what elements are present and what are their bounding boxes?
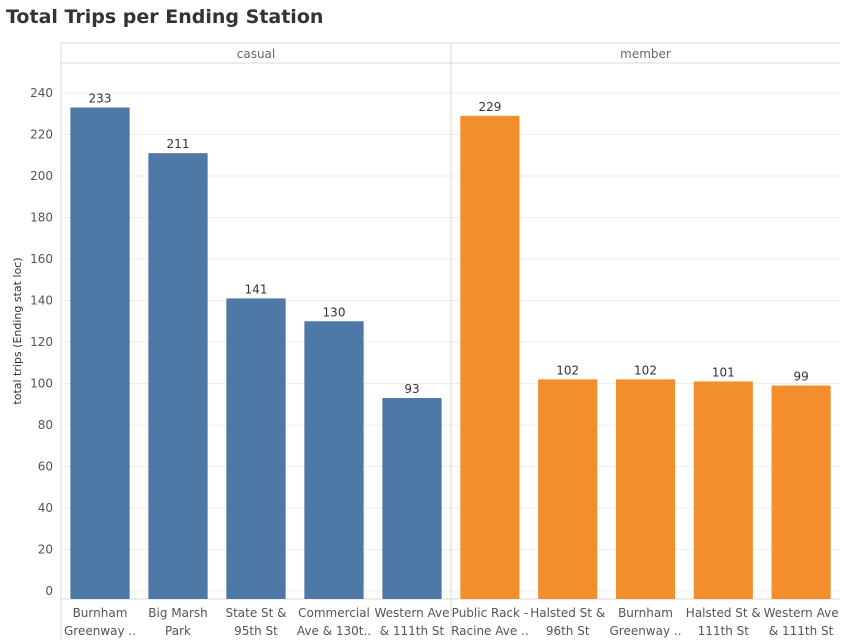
bar-value-label: 102: [634, 363, 657, 377]
y-tick-label: 120: [30, 335, 53, 349]
y-tick-label: 40: [38, 501, 53, 515]
bar-value-label: 141: [245, 282, 268, 296]
x-category-label: Halsted St &: [530, 606, 605, 620]
bar-value-label: 229: [478, 100, 501, 114]
bar-value-label: 99: [793, 370, 808, 384]
chart-title: Total Trips per Ending Station: [6, 6, 324, 28]
y-tick-label: 20: [38, 543, 53, 557]
bar-member-3: [615, 379, 676, 599]
y-tick-label: 100: [30, 377, 53, 391]
bar-value-label: 93: [404, 382, 419, 396]
x-category-label: Park: [165, 624, 191, 638]
x-category-label: Big Marsh: [148, 606, 208, 620]
x-category-label: 95th St: [234, 624, 278, 638]
x-category-label: Racine Ave ..: [451, 624, 529, 638]
x-category-label: & 111th St: [769, 624, 834, 638]
bar-value-label: 102: [556, 363, 579, 377]
x-category-label: 96th St: [546, 624, 590, 638]
panel-header-casual: casual: [237, 47, 276, 61]
x-category-label: Burnham: [73, 606, 128, 620]
bar-casual-2: [148, 153, 208, 600]
bar-value-label: 130: [323, 305, 346, 319]
x-category-label: Ave & 130t..: [297, 624, 371, 638]
y-tick-label: 80: [38, 418, 53, 432]
panel-header-member: member: [620, 47, 671, 61]
bar-value-label: 211: [167, 137, 190, 151]
bar-member-2: [538, 379, 598, 599]
bar-member-1: [460, 115, 520, 599]
x-category-label: Commercial: [298, 606, 370, 620]
bar-value-label: 101: [712, 365, 735, 379]
x-category-label: Western Ave: [764, 606, 839, 620]
y-tick-label: 0: [45, 584, 53, 598]
x-category-label: & 111th St: [380, 624, 445, 638]
x-category-label: Greenway ..: [609, 624, 681, 638]
bar-casual-5: [382, 398, 442, 599]
bar-casual-3: [226, 298, 286, 599]
x-category-label: 111th St: [698, 624, 750, 638]
y-tick-label: 140: [30, 294, 53, 308]
y-tick-label: 200: [30, 169, 53, 183]
x-category-label: Burnham: [618, 606, 673, 620]
y-tick-label: 60: [38, 460, 53, 474]
bar-member-4: [693, 381, 753, 599]
bar-value-label: 233: [89, 92, 112, 106]
y-tick-label: 240: [30, 86, 53, 100]
x-category-label: State St &: [225, 606, 286, 620]
bar-member-5: [771, 385, 831, 599]
x-category-label: Greenway ..: [64, 624, 136, 638]
bar-casual-4: [304, 321, 364, 599]
bar-casual-1: [70, 107, 130, 600]
y-tick-label: 160: [30, 252, 53, 266]
x-category-label: Halsted St &: [686, 606, 761, 620]
x-category-label: Public Rack -: [452, 606, 528, 620]
y-axis-label: total trips (Ending stat loc): [11, 257, 24, 404]
x-category-label: Western Ave: [374, 606, 449, 620]
y-tick-label: 220: [30, 128, 53, 142]
y-tick-label: 180: [30, 211, 53, 225]
